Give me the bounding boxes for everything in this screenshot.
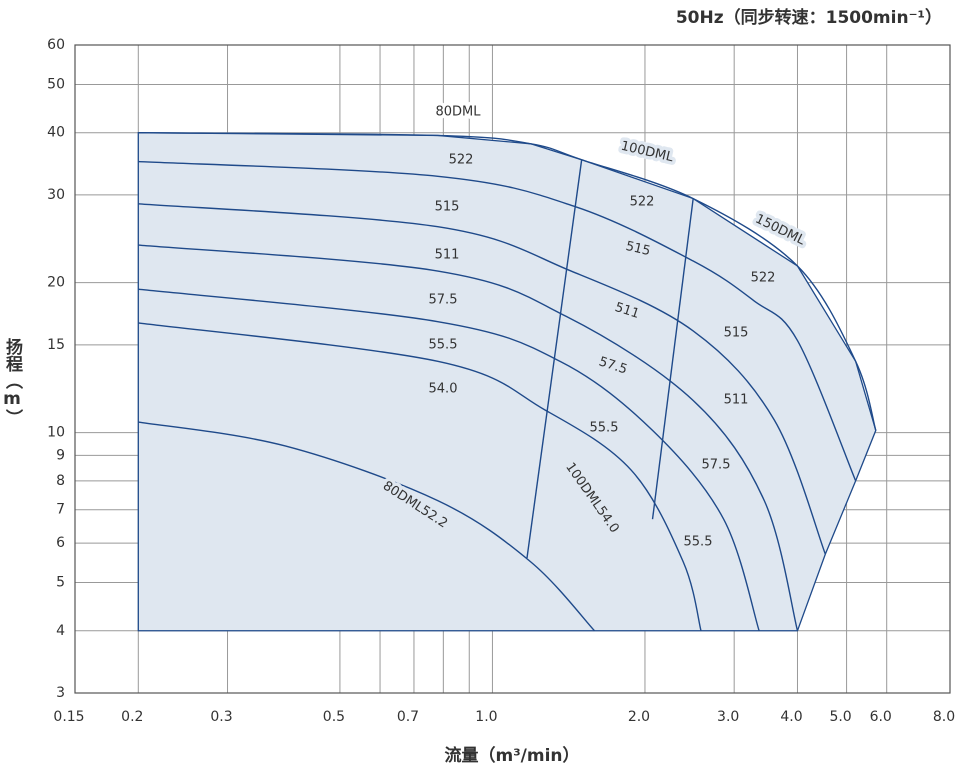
y-tick-label: 4	[56, 623, 65, 639]
curve	[138, 322, 702, 631]
curve	[138, 160, 857, 482]
x-tick-label: 1.0	[475, 709, 497, 725]
curve-label: 522	[751, 271, 776, 286]
y-axis-label: 扬程（m）	[2, 337, 23, 426]
curve-label: 522	[449, 153, 474, 168]
chart-title: 50Hz（同步转速：1500min⁻¹）	[676, 7, 942, 28]
curve	[138, 244, 799, 631]
curve	[138, 421, 595, 632]
curve-label: 55.5	[429, 338, 458, 353]
curve-label: 80DML	[435, 105, 481, 120]
y-tick-label: 7	[56, 502, 65, 518]
curve-label: 55.5	[590, 421, 619, 436]
curve-label: 100DML	[619, 139, 675, 166]
y-tick-label: 40	[47, 125, 65, 141]
y-tick-label: 15	[47, 337, 65, 353]
x-axis-label: 流量（m³/min）	[444, 745, 579, 766]
x-tick-label: 3.0	[717, 709, 739, 725]
y-tick-label: 3	[56, 685, 65, 701]
y-tick-label: 8	[56, 473, 65, 489]
curve-label: 515	[724, 326, 749, 341]
curve-label: 511	[724, 393, 749, 408]
lines	[138, 132, 877, 632]
curve	[138, 288, 760, 631]
x-tick-label: 0.2	[121, 709, 143, 725]
y-tick-label: 60	[47, 37, 65, 53]
y-tick-label: 5	[56, 575, 65, 591]
y-tick-label: 9	[56, 447, 65, 463]
y-tick-label: 6	[56, 535, 65, 551]
curve-label: 522	[630, 195, 655, 210]
y-tick-label: 30	[47, 187, 65, 203]
curve	[138, 132, 877, 431]
family-boundary	[651, 198, 694, 520]
y-tick-label: 10	[47, 425, 65, 441]
family-boundary	[526, 159, 583, 559]
curve	[138, 203, 826, 555]
plot-frame	[74, 44, 951, 694]
area-layer	[137, 132, 877, 632]
x-tick-label: 0.3	[210, 709, 232, 725]
curve-label: 55.5	[684, 535, 713, 550]
x-tick-label: 0.5	[323, 709, 345, 725]
x-tick-label: 0.15	[53, 709, 84, 725]
x-tick-label: 6.0	[870, 709, 892, 725]
x-tick-label: 2.0	[628, 709, 650, 725]
curve-label: 57.5	[429, 293, 458, 308]
operating-area	[137, 132, 877, 632]
x-tick-label: 8.0	[933, 709, 955, 725]
curve-label: 511	[435, 248, 460, 263]
y-tick-label: 50	[47, 76, 65, 92]
curve-label: 515	[435, 200, 460, 215]
x-tick-label: 5.0	[829, 709, 851, 725]
x-tick-label: 4.0	[780, 709, 802, 725]
x-tick-label: 0.7	[397, 709, 419, 725]
y-tick-label: 20	[47, 275, 65, 291]
curve-label: 54.0	[429, 382, 458, 397]
curve-label: 57.5	[702, 458, 731, 473]
